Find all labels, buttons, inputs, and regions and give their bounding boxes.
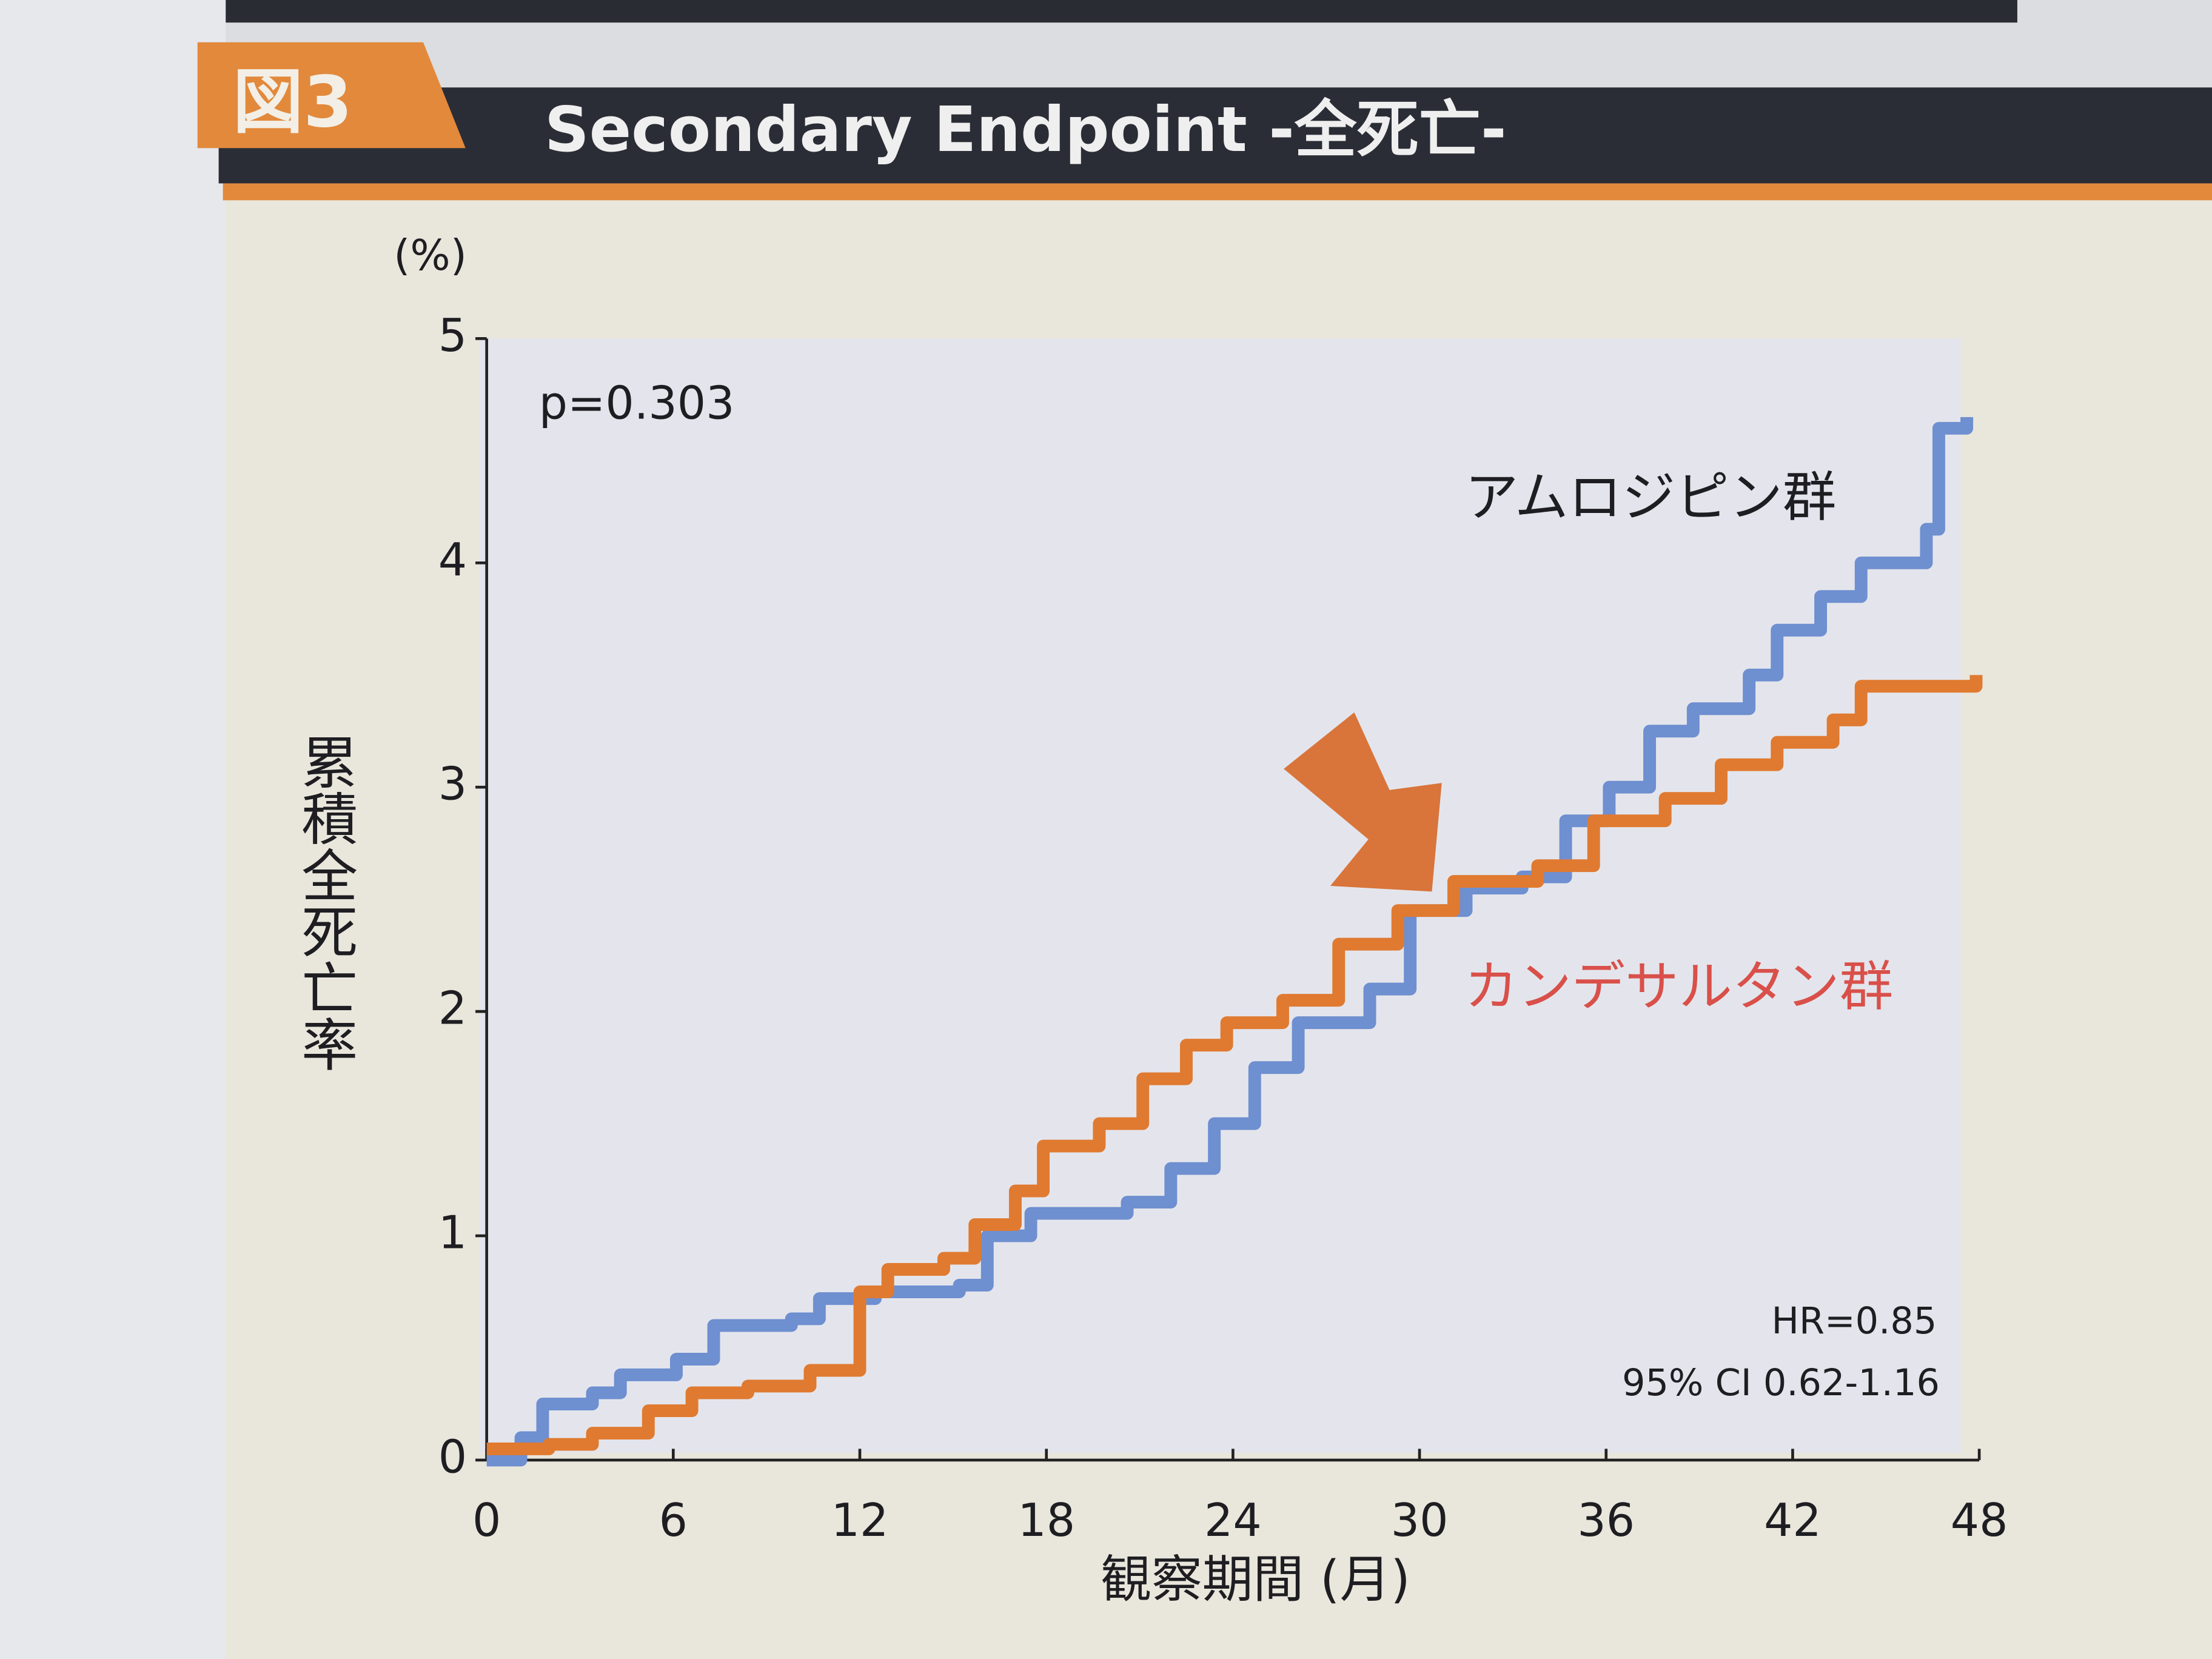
chart-title: Secondary Endpoint -全死亡- [545,94,1506,166]
y-tick-label: 4 [438,534,467,586]
figure-label: 図3 [233,62,352,144]
header-bar [218,87,2212,184]
top-bar [226,0,2017,23]
series-label: アムロジピン群 [1465,466,1837,528]
y-tick-label: 3 [438,758,467,811]
y-axis-label: 累積全死亡率 [292,734,357,1072]
p-value: p=0.303 [539,377,735,430]
series-line [486,417,1974,1467]
x-axis-label: 観察期間 (月) [1101,1549,1410,1609]
x-tick-label: 36 [1577,1494,1635,1547]
plot-area [480,338,1961,1453]
hazard-ratio: HR=0.85 [1772,1300,1937,1342]
y-tick-label: 1 [438,1207,467,1259]
page-margin [0,0,226,1659]
x-tick-label: 48 [1951,1494,2008,1547]
x-tick-label: 42 [1764,1494,1822,1547]
x-tick-label: 30 [1391,1494,1449,1547]
series-label: カンデサルタン群 [1464,956,1893,1018]
y-tick-label: 5 [438,309,467,362]
x-tick-label: 18 [1017,1494,1075,1547]
x-tick-label: 12 [831,1494,889,1547]
header-rule [223,183,2212,201]
figure-badge [197,42,466,149]
series-line [486,675,1983,1455]
crossing-arrow [1284,712,1442,892]
x-tick-label: 24 [1204,1494,1262,1547]
x-tick-label: 0 [472,1494,501,1547]
y-unit: (%) [394,231,467,280]
confidence-interval: 95% CI 0.62-1.16 [1622,1362,1940,1404]
x-tick-label: 6 [659,1494,688,1547]
y-tick-label: 2 [438,982,467,1035]
y-tick-label: 0 [438,1430,467,1483]
